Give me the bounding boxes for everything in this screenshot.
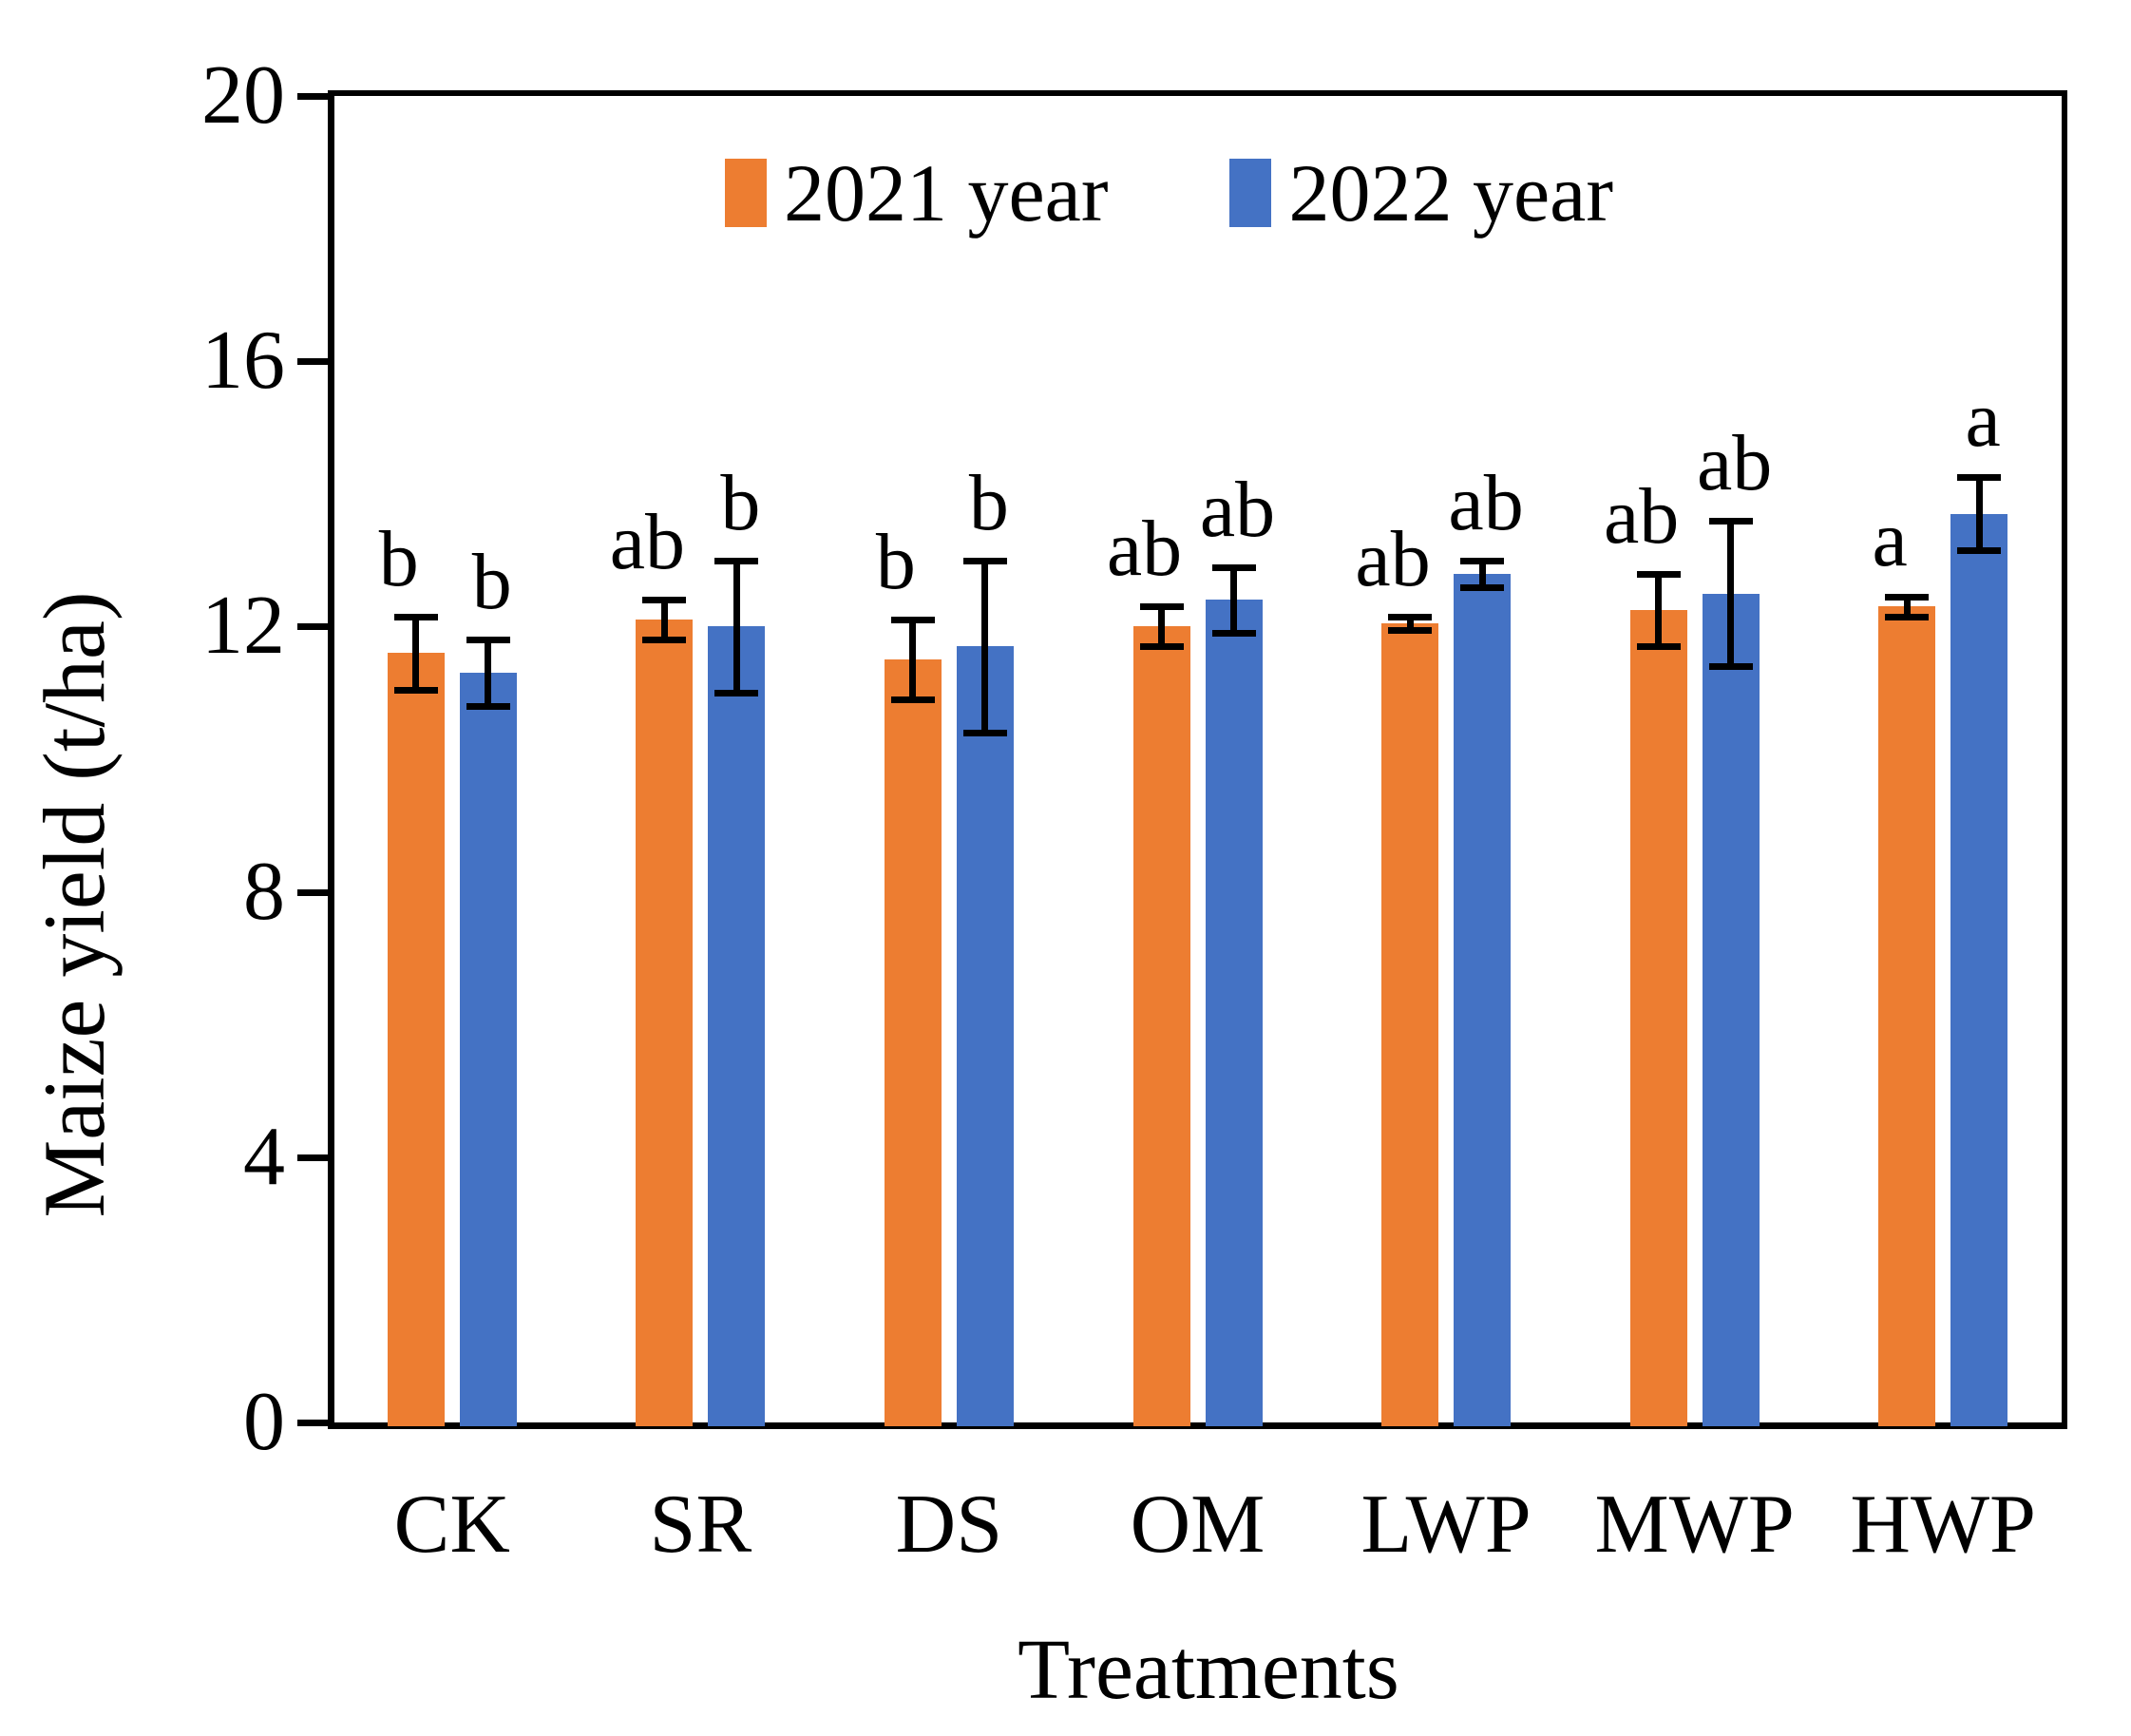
significance-letter: ab bbox=[1696, 418, 1773, 507]
x-category-label: LWP bbox=[1360, 1478, 1532, 1571]
error-bar-cap-bottom bbox=[393, 686, 438, 694]
error-bar-cap-top bbox=[1885, 593, 1930, 601]
error-bar-vline bbox=[412, 616, 420, 690]
y-axis-tick bbox=[297, 623, 328, 631]
error-bar-vline bbox=[1975, 477, 1983, 551]
bar-2021-CK bbox=[387, 653, 445, 1426]
error-bar-vline bbox=[485, 639, 492, 707]
error-bar-cap-top bbox=[1708, 517, 1753, 525]
error-bar-cap-bottom bbox=[890, 696, 935, 704]
error-bar-vline bbox=[1230, 566, 1237, 634]
error-bar-vline bbox=[1478, 560, 1486, 587]
y-axis-tick bbox=[297, 93, 328, 100]
bar-2021-OM bbox=[1132, 626, 1190, 1426]
error-bar-cap-top bbox=[642, 597, 687, 604]
significance-letter: b bbox=[875, 518, 916, 607]
legend-label: 2022 year bbox=[1288, 147, 1613, 238]
plot-area-border bbox=[328, 90, 2067, 1429]
legend-item: 2021 year bbox=[725, 150, 1108, 236]
error-bar-cap-top bbox=[714, 557, 759, 564]
error-bar-cap-bottom bbox=[1388, 626, 1433, 634]
bar-2022-MWP bbox=[1702, 593, 1760, 1426]
bar-2021-DS bbox=[884, 659, 942, 1426]
error-bar-cap-bottom bbox=[714, 690, 759, 697]
error-bar-cap-bottom bbox=[1636, 643, 1681, 651]
legend-label: 2021 year bbox=[784, 147, 1109, 238]
error-bar-cap-top bbox=[393, 613, 438, 620]
y-tick-label: 0 bbox=[243, 1376, 285, 1468]
error-bar-cap-bottom bbox=[1708, 663, 1753, 671]
error-bar-cap-top bbox=[1211, 563, 1256, 571]
error-bar-vline bbox=[1406, 616, 1414, 630]
significance-letter: b bbox=[471, 538, 512, 627]
error-bar-cap-bottom bbox=[1211, 630, 1256, 638]
legend-swatch-icon bbox=[1229, 159, 1272, 227]
bar-2022-CK bbox=[459, 673, 517, 1426]
error-bar-vline bbox=[660, 600, 668, 640]
legend: 2021 year 2022 year bbox=[725, 150, 1613, 236]
error-bar-cap-top bbox=[890, 617, 935, 624]
error-bar-cap-bottom bbox=[1460, 583, 1505, 591]
significance-letter: a bbox=[1965, 375, 2001, 465]
x-category-label: MWP bbox=[1594, 1478, 1795, 1571]
error-bar-cap-top bbox=[1636, 570, 1681, 578]
x-category-label: CK bbox=[393, 1478, 510, 1571]
bar-2022-DS bbox=[956, 646, 1014, 1426]
bar-2021-HWP bbox=[1878, 606, 1936, 1426]
error-bar-vline bbox=[1727, 520, 1735, 667]
error-bar-cap-top bbox=[1460, 557, 1505, 564]
error-bar-cap-bottom bbox=[466, 703, 510, 711]
bar-2022-OM bbox=[1205, 600, 1263, 1426]
error-bar-vline bbox=[1158, 606, 1165, 647]
error-bar-vline bbox=[981, 560, 989, 734]
y-tick-label: 16 bbox=[201, 315, 285, 408]
x-category-label: OM bbox=[1130, 1478, 1265, 1571]
error-bar-cap-bottom bbox=[1885, 613, 1930, 620]
significance-letter: b bbox=[378, 514, 419, 603]
bar-2021-LWP bbox=[1381, 622, 1439, 1426]
y-tick-label: 20 bbox=[201, 49, 285, 142]
error-bar-vline bbox=[1903, 596, 1911, 617]
error-bar-vline bbox=[909, 620, 917, 700]
y-axis-tick bbox=[297, 358, 328, 366]
y-tick-label: 4 bbox=[243, 1110, 285, 1203]
error-bar-vline bbox=[733, 560, 740, 694]
error-bar-cap-top bbox=[1139, 603, 1184, 611]
bar-2021-MWP bbox=[1629, 609, 1687, 1426]
error-bar-vline bbox=[1655, 573, 1663, 647]
error-bar-cap-bottom bbox=[1139, 643, 1184, 651]
y-tick-label: 8 bbox=[243, 845, 285, 938]
significance-letter: ab bbox=[1603, 471, 1680, 561]
bar-2022-LWP bbox=[1454, 573, 1512, 1426]
error-bar-cap-top bbox=[466, 637, 510, 644]
significance-letter: ab bbox=[1355, 514, 1431, 603]
significance-letter: ab bbox=[609, 498, 685, 587]
error-bar-cap-top bbox=[1957, 474, 2002, 482]
legend-item: 2022 year bbox=[1229, 147, 1613, 238]
bar-2021-SR bbox=[636, 620, 694, 1426]
bar-2022-SR bbox=[708, 626, 766, 1426]
significance-letter: ab bbox=[1448, 458, 1524, 547]
significance-letter: a bbox=[1872, 494, 1908, 583]
bar-2022-HWP bbox=[1950, 513, 2008, 1426]
error-bar-cap-top bbox=[962, 557, 1007, 564]
significance-letter: b bbox=[720, 458, 761, 547]
error-bar-cap-top bbox=[1388, 613, 1433, 620]
x-axis-title: Treatments bbox=[1018, 1623, 1399, 1717]
significance-letter: b bbox=[968, 458, 1009, 547]
y-axis-tick bbox=[297, 888, 328, 896]
y-tick-label: 12 bbox=[201, 580, 285, 673]
error-bar-cap-bottom bbox=[962, 730, 1007, 737]
x-category-label: HWP bbox=[1850, 1478, 2036, 1571]
x-category-label: DS bbox=[895, 1478, 1003, 1571]
significance-letter: ab bbox=[1199, 465, 1276, 554]
y-axis-tick bbox=[297, 1154, 328, 1161]
y-axis-tick bbox=[297, 1420, 328, 1426]
legend-swatch-icon bbox=[725, 159, 767, 227]
error-bar-cap-bottom bbox=[1957, 547, 2002, 555]
x-category-label: SR bbox=[649, 1478, 752, 1571]
significance-letter: ab bbox=[1106, 505, 1183, 594]
error-bar-cap-bottom bbox=[642, 637, 687, 644]
